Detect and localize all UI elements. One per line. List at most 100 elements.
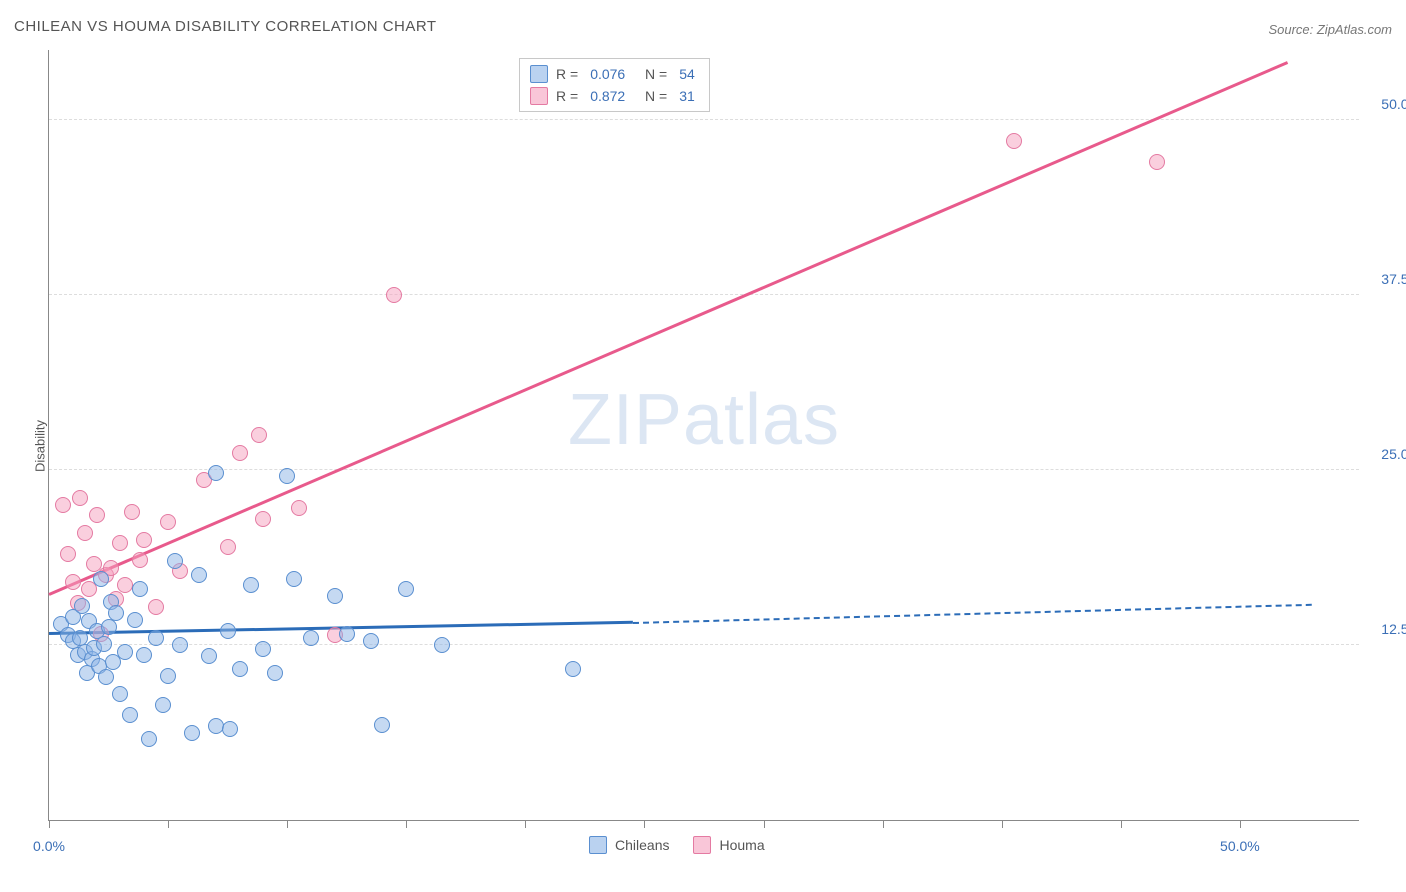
data-point — [141, 731, 157, 747]
data-point — [132, 552, 148, 568]
legend-r-label: R = — [556, 66, 578, 82]
swatch-blue-icon — [530, 65, 548, 83]
y-tick-label: 12.5% — [1381, 621, 1406, 637]
chart-title: CHILEAN VS HOUMA DISABILITY CORRELATION … — [14, 18, 437, 35]
data-point — [363, 633, 379, 649]
data-point — [386, 287, 402, 303]
y-tick-label: 37.5% — [1381, 271, 1406, 287]
data-point — [398, 581, 414, 597]
legend-r-label: R = — [556, 88, 578, 104]
data-point — [1149, 154, 1165, 170]
data-point — [208, 465, 224, 481]
grid-line — [49, 294, 1359, 295]
trend-line — [633, 604, 1312, 624]
data-point — [222, 721, 238, 737]
data-point — [77, 525, 93, 541]
watermark-bold: ZIP — [568, 380, 683, 460]
legend-n-value-chileans: 54 — [679, 66, 695, 82]
data-point — [122, 707, 138, 723]
grid-line — [49, 644, 1359, 645]
data-point — [267, 665, 283, 681]
x-tick — [525, 820, 526, 828]
data-point — [136, 532, 152, 548]
data-point — [255, 511, 271, 527]
legend-row-chileans: R = 0.076 N = 54 — [530, 63, 699, 85]
x-tick-label: 50.0% — [1220, 838, 1260, 854]
data-point — [339, 626, 355, 642]
x-tick — [168, 820, 169, 828]
swatch-pink-icon — [693, 836, 711, 854]
data-point — [65, 574, 81, 590]
legend-row-houma: R = 0.872 N = 31 — [530, 85, 699, 107]
data-point — [327, 588, 343, 604]
x-tick — [764, 820, 765, 828]
trend-line — [48, 61, 1288, 596]
legend-label-chileans: Chileans — [615, 837, 669, 853]
data-point — [172, 637, 188, 653]
data-point — [155, 697, 171, 713]
data-point — [136, 647, 152, 663]
data-point — [89, 507, 105, 523]
data-point — [148, 630, 164, 646]
legend-item-chileans: Chileans — [589, 836, 669, 854]
x-tick — [1002, 820, 1003, 828]
data-point — [60, 546, 76, 562]
grid-line — [49, 469, 1359, 470]
watermark: ZIPatlas — [568, 379, 840, 461]
legend-r-value-chileans: 0.076 — [590, 66, 625, 82]
data-point — [251, 427, 267, 443]
data-point — [1006, 133, 1022, 149]
y-tick-label: 50.0% — [1381, 96, 1406, 112]
data-point — [167, 553, 183, 569]
legend-correlation: R = 0.076 N = 54 R = 0.872 N = 31 — [519, 58, 710, 112]
data-point — [232, 661, 248, 677]
legend-n-value-houma: 31 — [679, 88, 695, 104]
legend-series: Chileans Houma — [589, 836, 765, 854]
data-point — [96, 636, 112, 652]
data-point — [191, 567, 207, 583]
data-point — [374, 717, 390, 733]
data-point — [108, 605, 124, 621]
data-point — [201, 648, 217, 664]
x-tick — [644, 820, 645, 828]
chart-container: CHILEAN VS HOUMA DISABILITY CORRELATION … — [0, 0, 1406, 892]
x-tick — [406, 820, 407, 828]
x-tick-label: 0.0% — [33, 838, 65, 854]
data-point — [132, 581, 148, 597]
data-point — [112, 535, 128, 551]
data-point — [434, 637, 450, 653]
data-point — [220, 623, 236, 639]
data-point — [112, 686, 128, 702]
data-point — [303, 630, 319, 646]
data-point — [565, 661, 581, 677]
legend-label-houma: Houma — [719, 837, 764, 853]
data-point — [255, 641, 271, 657]
data-point — [232, 445, 248, 461]
legend-item-houma: Houma — [693, 836, 764, 854]
legend-r-value-houma: 0.872 — [590, 88, 625, 104]
data-point — [101, 619, 117, 635]
legend-n-label: N = — [637, 66, 667, 82]
data-point — [127, 612, 143, 628]
data-point — [148, 599, 164, 615]
y-axis-label: Disability — [33, 420, 48, 472]
data-point — [184, 725, 200, 741]
data-point — [93, 571, 109, 587]
plot-area: ZIPatlas R = 0.076 N = 54 R = 0.872 N = … — [48, 50, 1359, 821]
data-point — [160, 514, 176, 530]
data-point — [286, 571, 302, 587]
data-point — [72, 490, 88, 506]
data-point — [98, 669, 114, 685]
data-point — [117, 644, 133, 660]
y-tick-label: 25.0% — [1381, 446, 1406, 462]
swatch-blue-icon — [589, 836, 607, 854]
watermark-light: atlas — [683, 380, 840, 460]
legend-n-label: N = — [637, 88, 667, 104]
data-point — [74, 598, 90, 614]
x-tick — [287, 820, 288, 828]
data-point — [243, 577, 259, 593]
data-point — [291, 500, 307, 516]
grid-line — [49, 119, 1359, 120]
swatch-pink-icon — [530, 87, 548, 105]
data-point — [220, 539, 236, 555]
